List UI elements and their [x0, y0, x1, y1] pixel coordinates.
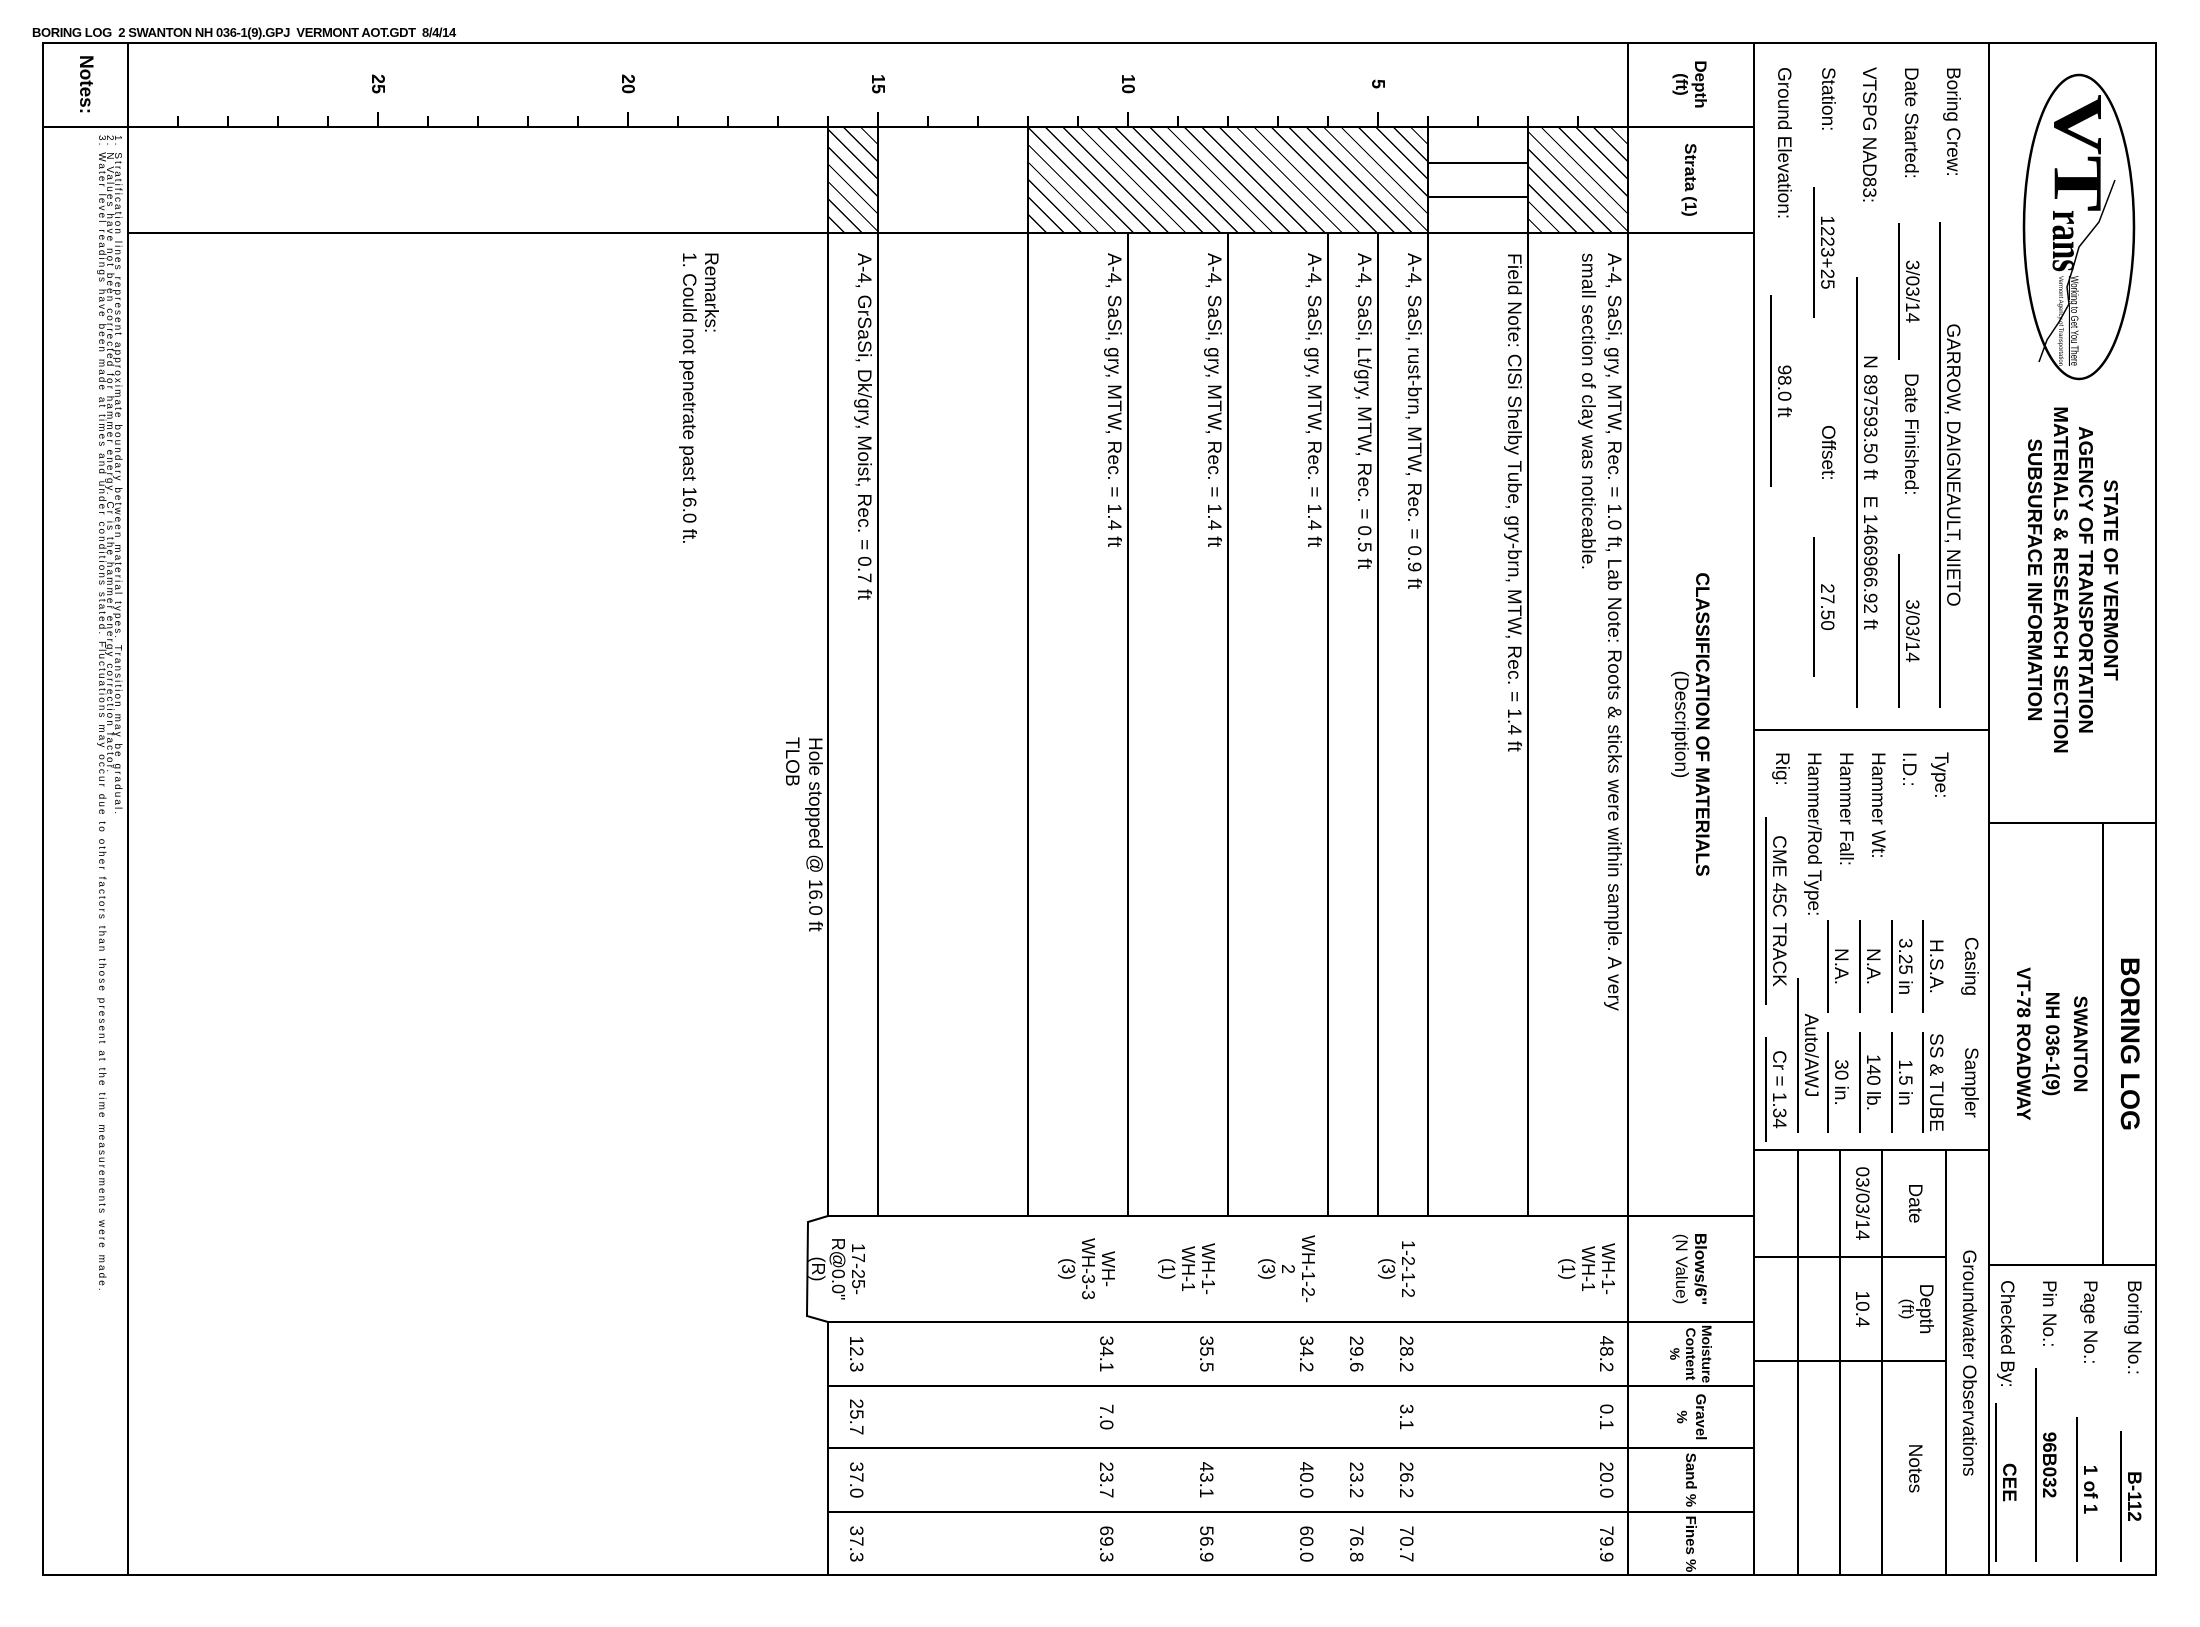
svg-text:VT: VT [2039, 94, 2116, 212]
termination-text: Hole stopped @ 16.0 ft [804, 737, 825, 932]
file-header: BORING LOG 2 SWANTON NH 036-1(9).GPJ VER… [32, 25, 456, 40]
remarks-title: Remarks: [700, 252, 721, 334]
note-item: 3. Water level readings have been made a… [96, 135, 107, 1293]
remark-item: 1. Could not penetrate past 16.0 ft. [678, 252, 699, 545]
logo-tagline: Working to Get You There [2068, 276, 2080, 366]
notes-title: Notes: [75, 54, 96, 115]
blows-bracket [805, 1215, 829, 1323]
termination-code: TLOB [781, 737, 802, 787]
vtrans-logo: VT rans Working to Get You There Vermont… [2022, 73, 2136, 381]
